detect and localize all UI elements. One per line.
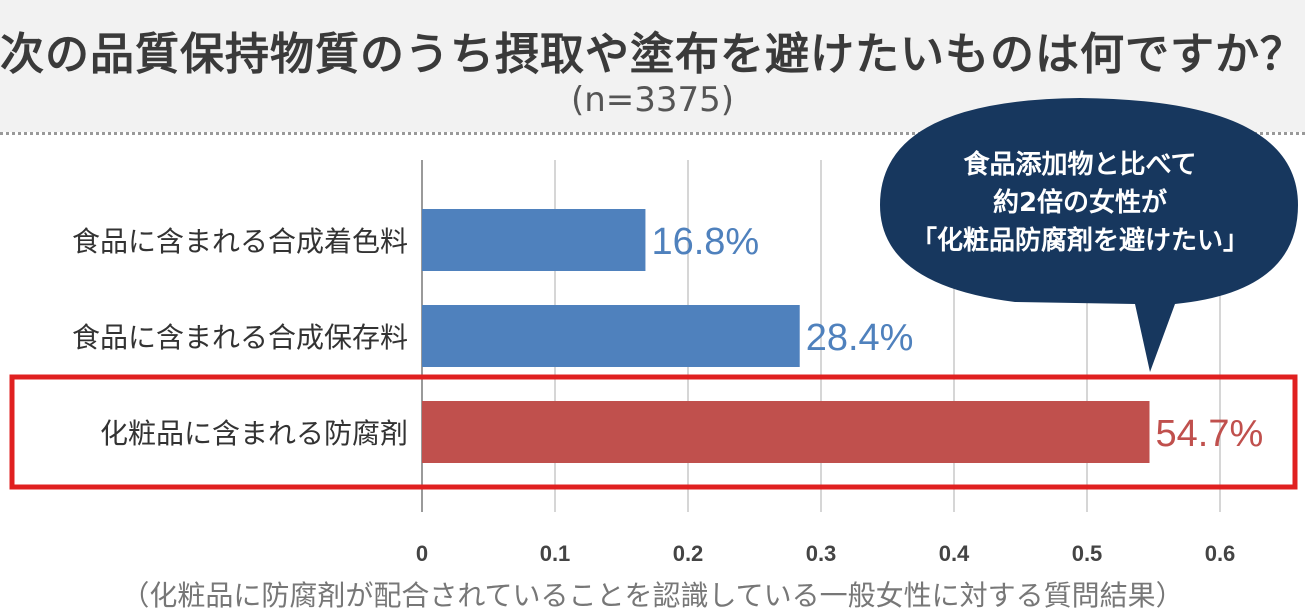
- highlight-box: [9, 374, 1298, 490]
- header-divider: [0, 132, 1305, 135]
- callout-text: 食品添加物と比べて 約2倍の女性が 「化粧品防腐剤を避けたい」: [880, 146, 1280, 260]
- data-label-1: 16.8%: [651, 221, 759, 263]
- chart-subtitle: (n=3375): [570, 80, 735, 120]
- data-label-2: 28.4%: [806, 317, 914, 359]
- x-tick-label-4: 0.4: [939, 541, 970, 566]
- x-tick-label-5: 0.5: [1072, 541, 1103, 566]
- bar-3: [422, 401, 1150, 463]
- footnote: （化粧品に防腐剤が配合されていることを認識している一般女性に対する質問結果）: [121, 579, 1184, 612]
- callout-line-3: 「化粧品防腐剤を避けたい」: [910, 226, 1249, 256]
- chart-title: 次の品質保持物質のうち摂取や塗布を避けたいものは何ですか？: [0, 29, 1305, 80]
- category-label-2: 食品に含まれる合成保存料: [72, 321, 408, 354]
- x-tick-label-3: 0.3: [806, 541, 837, 566]
- data-label-3: 54.7%: [1156, 413, 1264, 455]
- bar-1: [422, 209, 646, 271]
- x-tick-label-0: 0: [416, 541, 428, 566]
- x-tick-label-1: 0.1: [540, 541, 571, 566]
- bar-2: [422, 305, 800, 367]
- category-label-3: 化粧品に含まれる防腐剤: [100, 417, 408, 450]
- chart-header: 次の品質保持物質のうち摂取や塗布を避けたいものは何ですか？ (n=3375): [0, 0, 1305, 132]
- callout-line-1: 食品添加物と比べて: [963, 150, 1197, 180]
- x-tick-label-6: 0.6: [1205, 541, 1236, 566]
- callout-bubble: [880, 98, 1298, 372]
- category-label-1: 食品に含まれる合成着色料: [72, 225, 408, 258]
- callout-line-2: 約2倍の女性が: [992, 188, 1168, 218]
- x-tick-label-2: 0.2: [673, 541, 704, 566]
